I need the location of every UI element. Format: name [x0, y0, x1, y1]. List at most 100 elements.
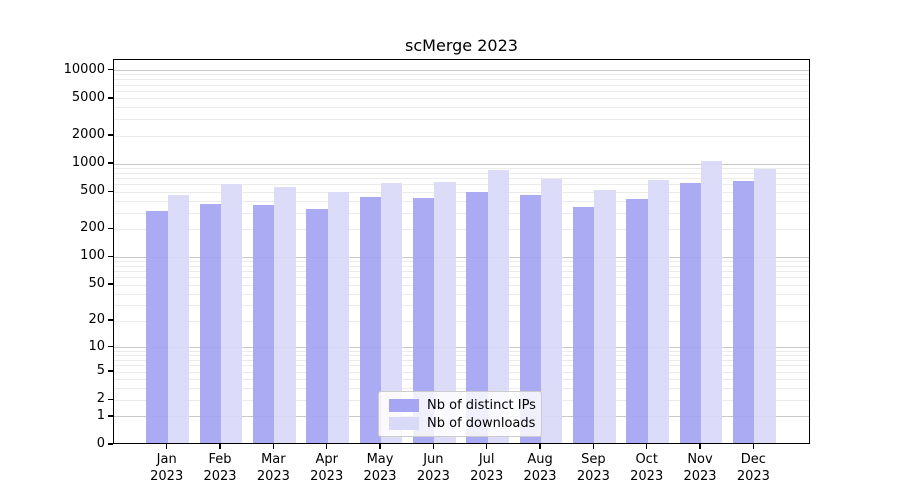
legend: Nb of distinct IPs Nb of downloads: [378, 391, 542, 437]
y-tick-label-2: 2: [96, 391, 105, 407]
x-tick-jul: [485, 444, 488, 449]
gridline-minor-900: [114, 167, 809, 169]
gridline-minor-5000: [114, 98, 809, 100]
chart-title: scMerge 2023: [405, 36, 518, 55]
gridline-minor-80: [114, 265, 809, 267]
bar-downloads-oct: [647, 180, 670, 443]
bar-downloads-mar: [274, 187, 296, 443]
x-tick-mar: [272, 444, 275, 449]
gridline-minor-3: [114, 388, 809, 390]
gridline-major-100: [114, 256, 809, 258]
y-tick-1: [108, 415, 113, 417]
bar-distinct-ips-dec: [733, 180, 755, 443]
bar-distinct-ips-jul: [466, 191, 488, 443]
bar-downloads-aug: [541, 178, 563, 443]
plot-area: [113, 59, 810, 444]
x-tick-label-may: May 2023: [363, 452, 397, 484]
bar-distinct-ips-feb: [199, 204, 221, 443]
gridline-minor-8: [114, 355, 809, 357]
legend-label-downloads: Nb of downloads: [427, 416, 536, 431]
y-tick-label-500: 500: [80, 183, 105, 199]
x-tick-label-nov: Nov 2023: [683, 452, 717, 484]
x-tick-label-feb: Feb 2023: [203, 452, 237, 484]
gridline-minor-300: [114, 212, 809, 214]
x-tick-label-apr: Apr 2023: [310, 452, 344, 484]
x-tick-label-jun: Jun 2023: [416, 452, 450, 484]
y-tick-5000: [108, 97, 113, 99]
x-tick-label-jul: Jul 2023: [470, 452, 504, 484]
legend-item-downloads: Nb of downloads: [389, 416, 535, 431]
gridline-minor-20: [114, 320, 809, 322]
y-tick-10: [108, 345, 113, 348]
y-tick-1000: [108, 162, 113, 164]
bar-downloads-may: [381, 182, 403, 443]
y-tick-label-100: 100: [80, 248, 105, 264]
bar-distinct-ips-aug: [519, 194, 541, 443]
gridline-major-10: [114, 347, 809, 349]
x-tick-dec: [752, 444, 755, 449]
y-tick-2000: [108, 134, 113, 136]
gridline-minor-5: [114, 371, 809, 373]
gridline-minor-7000: [114, 84, 809, 86]
y-tick-label-5: 5: [96, 363, 105, 379]
x-tick-aug: [539, 444, 541, 449]
gridline-minor-7: [114, 359, 809, 361]
x-tick-label-oct: Oct 2023: [630, 452, 664, 484]
gridline-minor-70: [114, 271, 809, 273]
x-tick-oct: [645, 444, 648, 449]
gridline-minor-4000: [114, 107, 809, 109]
y-tick-20: [108, 319, 113, 321]
bar-distinct-ips-oct: [626, 198, 648, 443]
gridline-minor-400: [114, 200, 809, 202]
x-tick-may: [379, 444, 381, 449]
y-tick-label-20: 20: [88, 312, 105, 328]
gridline-minor-700: [114, 178, 809, 180]
x-tick-apr: [325, 444, 328, 449]
bar-downloads-jul: [487, 170, 510, 443]
bar-distinct-ips-sep: [573, 206, 595, 443]
bar-downloads-jan: [167, 194, 190, 443]
gridline-minor-2000: [114, 135, 809, 137]
gridline-minor-3000: [114, 119, 809, 121]
gridline-minor-9: [114, 350, 809, 352]
bar-distinct-ips-jun: [413, 198, 435, 443]
bar-downloads-jun: [434, 182, 456, 443]
y-tick-label-1: 1: [96, 407, 105, 423]
bar-distinct-ips-apr: [306, 209, 328, 443]
gridline-minor-600: [114, 184, 809, 186]
x-tick-label-sep: Sep 2023: [576, 452, 610, 484]
y-tick-label-50: 50: [88, 276, 105, 292]
gridline-minor-30: [114, 304, 809, 306]
x-tick-label-jan: Jan 2023: [150, 452, 184, 484]
gridline-minor-4: [114, 379, 809, 381]
gridline-minor-200: [114, 228, 809, 230]
gridline-minor-8000: [114, 79, 809, 81]
x-tick-jan: [165, 444, 168, 449]
x-tick-label-dec: Dec 2023: [736, 452, 770, 484]
y-tick-label-5000: 5000: [71, 89, 105, 105]
x-tick-nov: [699, 444, 701, 449]
y-tick-50: [108, 283, 113, 285]
bar-distinct-ips-jan: [146, 211, 168, 443]
gridline-minor-800: [114, 172, 809, 174]
y-tick-label-10: 10: [88, 338, 105, 354]
gridline-minor-6: [114, 365, 809, 367]
y-tick-10000: [108, 68, 113, 71]
y-tick-500: [108, 190, 113, 193]
x-tick-label-aug: Aug 2023: [523, 452, 557, 484]
legend-swatch-downloads: [389, 417, 419, 430]
y-tick-2: [108, 398, 113, 401]
y-tick-label-200: 200: [80, 220, 105, 236]
y-tick-label-2000: 2000: [71, 127, 105, 142]
gridline-minor-500: [114, 191, 809, 193]
legend-swatch-distinct-ips: [389, 399, 419, 412]
bar-distinct-ips-mar: [253, 204, 275, 443]
bar-downloads-feb: [221, 183, 243, 443]
legend-item-distinct-ips: Nb of distinct IPs: [389, 398, 536, 413]
x-tick-feb: [219, 444, 221, 449]
x-tick-jun: [432, 444, 435, 449]
y-tick-label-1000: 1000: [71, 155, 105, 171]
x-tick-sep: [592, 444, 595, 449]
legend-label-distinct-ips: Nb of distinct IPs: [427, 398, 536, 413]
